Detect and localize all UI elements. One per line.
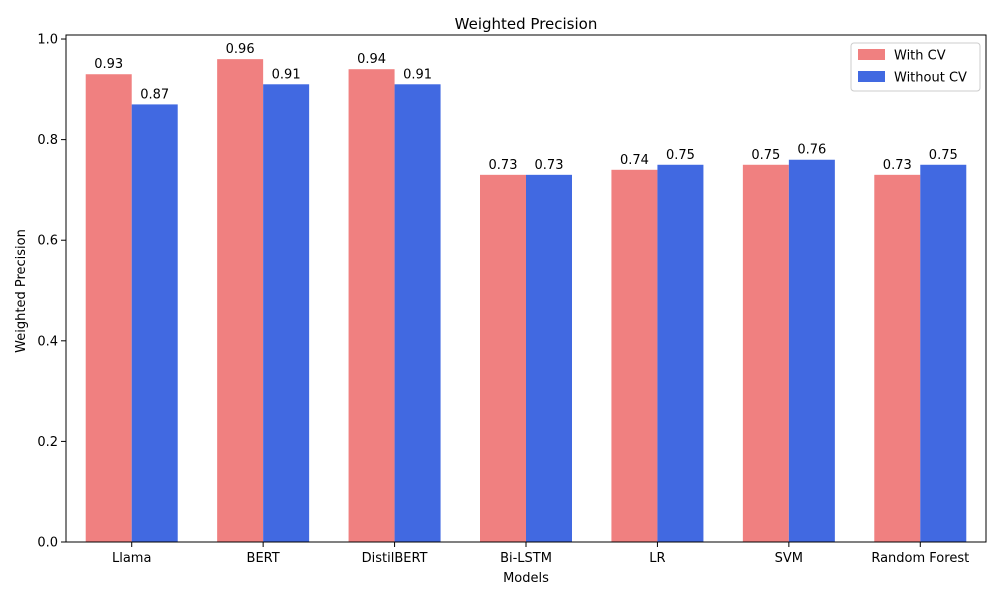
legend: With CV Without CV xyxy=(850,42,981,92)
bar-value-label: 0.96 xyxy=(226,42,255,57)
bar-value-label: 0.91 xyxy=(272,67,301,82)
bar-without-cv xyxy=(657,164,704,542)
x-axis: Llama BERT DistilBERT Bi-LSTM LR SVM Random Fo… xyxy=(112,542,969,566)
bar-value-label: 0.93 xyxy=(94,57,123,72)
bar-value-label: 0.75 xyxy=(929,148,958,163)
y-axis: 0.0 0.2 0.4 0.6 0.8 1.0 xyxy=(37,33,66,551)
bar-without-cv xyxy=(788,159,835,542)
bar-value-label: 0.73 xyxy=(489,158,518,173)
legend-swatch xyxy=(858,49,885,60)
bar-with-cv xyxy=(874,174,921,542)
x-tick-label: DistilBERT xyxy=(362,551,428,566)
bar-value-label: 0.75 xyxy=(666,148,695,163)
bar-value-label: 0.75 xyxy=(751,148,780,163)
x-axis-label: Models xyxy=(503,571,549,586)
bar-without-cv xyxy=(131,104,178,543)
bar-value-label: 0.91 xyxy=(403,67,432,82)
bar-value-label: 0.76 xyxy=(797,143,826,158)
bars-layer xyxy=(85,59,967,543)
bar-without-cv xyxy=(394,84,441,543)
x-tick-label: Bi-LSTM xyxy=(500,551,552,566)
legend-label: Without CV xyxy=(894,71,967,86)
bar-with-cv xyxy=(217,59,264,543)
x-tick-label: LR xyxy=(649,551,665,566)
legend-swatch xyxy=(858,71,885,82)
bar-without-cv xyxy=(526,174,572,542)
chart-title: Weighted Precision xyxy=(455,15,598,33)
data-labels-layer: 0.93 0.87 0.96 0.91 0.94 0.91 0.73 0.73 0.74 0.75… xyxy=(94,42,958,173)
bar-with-cv xyxy=(742,164,789,542)
bar-without-cv xyxy=(920,164,967,542)
bar-with-cv xyxy=(480,174,526,542)
y-tick-label: 0.2 xyxy=(37,435,58,450)
y-tick-label: 0.6 xyxy=(37,234,58,249)
bar-with-cv xyxy=(348,69,395,542)
x-tick-label: SVM xyxy=(775,551,803,566)
x-tick-label: Llama xyxy=(112,551,151,566)
y-axis-label: Weighted Precision xyxy=(14,229,29,353)
y-tick-label: 0.4 xyxy=(37,334,58,349)
bar-with-cv xyxy=(611,169,658,543)
x-tick-label: BERT xyxy=(247,551,280,566)
y-tick-label: 0.8 xyxy=(37,133,58,148)
bar-with-cv xyxy=(85,74,132,542)
bar-value-label: 0.74 xyxy=(620,153,649,168)
bar-value-label: 0.73 xyxy=(883,158,912,173)
x-tick-label: Random Forest xyxy=(871,551,969,566)
bar-without-cv xyxy=(263,84,310,543)
bar-value-label: 0.73 xyxy=(535,158,564,173)
bar-value-label: 0.87 xyxy=(140,87,169,102)
y-tick-label: 1.0 xyxy=(37,33,58,48)
legend-label: With CV xyxy=(894,49,946,64)
y-tick-label: 0.0 xyxy=(37,536,58,551)
plot-frame xyxy=(65,34,987,543)
bar-value-label: 0.94 xyxy=(357,52,386,67)
